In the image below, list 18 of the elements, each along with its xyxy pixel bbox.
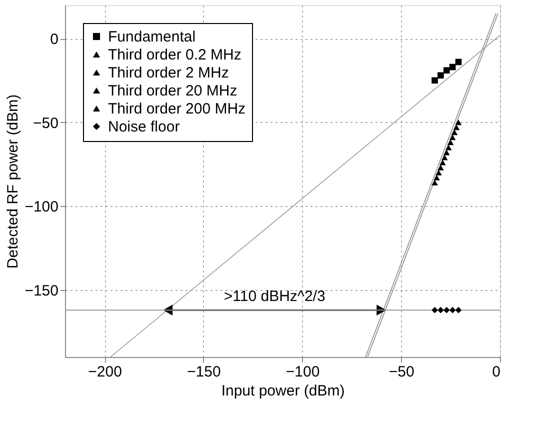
x-tick-label: −50 <box>388 364 414 380</box>
y-tick-label: 0 <box>50 31 58 48</box>
legend-label: Third order 2 MHz <box>108 64 229 82</box>
legend-label: Third order 200 MHz <box>108 100 246 118</box>
legend-label: Third order 0.2 MHz <box>108 46 242 64</box>
y-axis-title: Detected RF power (dBm) <box>4 94 22 269</box>
y-tick-label: −150 <box>24 282 58 300</box>
legend-label: Noise floor <box>108 118 180 136</box>
x-axis-title: Input power (dBm) <box>221 382 345 400</box>
x-tick-label: −150 <box>187 364 221 380</box>
x-tick-label: 0 <box>492 364 500 380</box>
y-tick-label: −50 <box>33 114 58 132</box>
legend-label: Third order 20 MHz <box>108 82 238 100</box>
annotation: >110 dBHz^2/3 <box>224 288 326 306</box>
x-tick-label: −100 <box>286 364 320 380</box>
legend-label: Fundamental <box>108 28 196 46</box>
y-tick-label: −100 <box>24 198 58 216</box>
x-tick-label: −200 <box>88 364 122 380</box>
